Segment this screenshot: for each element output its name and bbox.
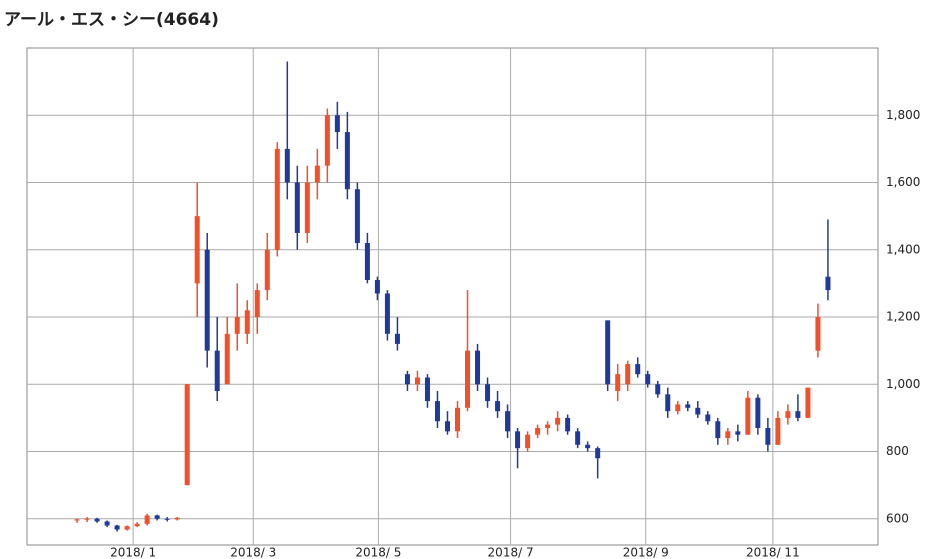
- candle-body: [114, 525, 120, 530]
- plot-frame: [26, 47, 879, 546]
- candle-body: [675, 404, 681, 412]
- candle-body: [525, 434, 531, 449]
- candle-body: [805, 387, 811, 418]
- y-tick-label: 1,600: [886, 175, 920, 189]
- x-tick-label: 2018/ 3: [230, 546, 276, 559]
- candle-body: [655, 384, 661, 395]
- candle-body: [374, 280, 380, 294]
- candle-body: [174, 517, 180, 520]
- candle-body: [765, 427, 771, 445]
- y-tick-label: 600: [886, 511, 909, 525]
- candle-body: [434, 401, 440, 422]
- candle-body: [194, 216, 200, 284]
- candle-body: [444, 421, 450, 432]
- candle-body: [615, 374, 621, 391]
- candle-body: [394, 333, 400, 344]
- candle-body: [545, 424, 551, 428]
- candle-body: [334, 115, 340, 133]
- candle-body: [204, 249, 210, 351]
- candle-body: [725, 431, 731, 439]
- candle-body: [755, 397, 761, 428]
- candle-body: [294, 182, 300, 233]
- candle-body: [364, 243, 370, 281]
- candle-body: [424, 377, 430, 402]
- candle-body: [244, 310, 250, 334]
- candle-body: [184, 384, 190, 486]
- candle-body: [314, 165, 320, 183]
- x-tick-label: 2018/ 11: [746, 546, 800, 559]
- candle-body: [404, 374, 410, 385]
- candle-body: [695, 407, 701, 415]
- candle-body: [284, 148, 290, 183]
- candle-body: [575, 431, 581, 445]
- y-tick-label: 1,800: [886, 108, 920, 122]
- candle-body: [785, 411, 791, 418]
- candle-body: [605, 320, 611, 385]
- candle-body: [635, 364, 641, 375]
- candle-body: [685, 404, 691, 408]
- candle-body: [324, 115, 330, 166]
- candle-body: [304, 182, 310, 233]
- y-tick-label: 800: [886, 444, 909, 458]
- candle-body: [344, 132, 350, 190]
- x-tick-label: 2018/ 1: [110, 546, 156, 559]
- x-tick-label: 2018/ 9: [623, 546, 669, 559]
- candle-body: [795, 411, 801, 418]
- candle-body: [815, 317, 821, 351]
- candle-body: [384, 293, 390, 334]
- candle-body: [645, 374, 651, 385]
- candle-body: [264, 249, 270, 291]
- candle-body: [414, 377, 420, 385]
- candle-body: [124, 526, 130, 530]
- candle-body: [585, 444, 591, 449]
- candle-body: [715, 421, 721, 439]
- candle-body: [94, 518, 100, 522]
- y-tick-label: 1,200: [886, 310, 920, 324]
- candle-body: [505, 411, 511, 432]
- candle-body: [625, 364, 631, 385]
- candle-body: [74, 519, 80, 521]
- candle-body: [485, 384, 491, 402]
- candle-body: [465, 350, 471, 408]
- chart-title: アール・エス・シー(4664): [4, 10, 219, 30]
- candle-body: [775, 417, 781, 445]
- candle-body: [144, 515, 150, 524]
- y-tick-label: 1,000: [886, 377, 920, 391]
- candle-body: [274, 148, 280, 250]
- candle-body: [104, 521, 110, 526]
- candle-body: [224, 333, 230, 385]
- candle-body: [254, 290, 260, 318]
- candle-body: [84, 518, 90, 520]
- candle-body: [515, 431, 521, 449]
- candle-body: [535, 427, 541, 435]
- candle-body: [214, 350, 220, 391]
- candle-body: [595, 448, 601, 459]
- x-tick-label: 2018/ 5: [355, 546, 401, 559]
- x-tick-label: 2018/ 7: [488, 546, 534, 559]
- candle-body: [354, 189, 360, 244]
- candle-body: [234, 317, 240, 334]
- candle-body: [735, 431, 741, 435]
- candle-body: [134, 523, 140, 527]
- candle-body: [665, 394, 671, 412]
- candle-body: [705, 414, 711, 422]
- candle-body: [475, 350, 481, 385]
- candle-body: [455, 407, 461, 432]
- candle-body: [555, 417, 561, 425]
- candle-body: [745, 397, 751, 435]
- candle-body: [164, 518, 170, 520]
- y-tick-label: 1,400: [886, 242, 920, 256]
- candle-body: [825, 276, 831, 291]
- candle-body: [495, 401, 501, 412]
- candle-body: [565, 417, 571, 432]
- candle-body: [154, 515, 160, 519]
